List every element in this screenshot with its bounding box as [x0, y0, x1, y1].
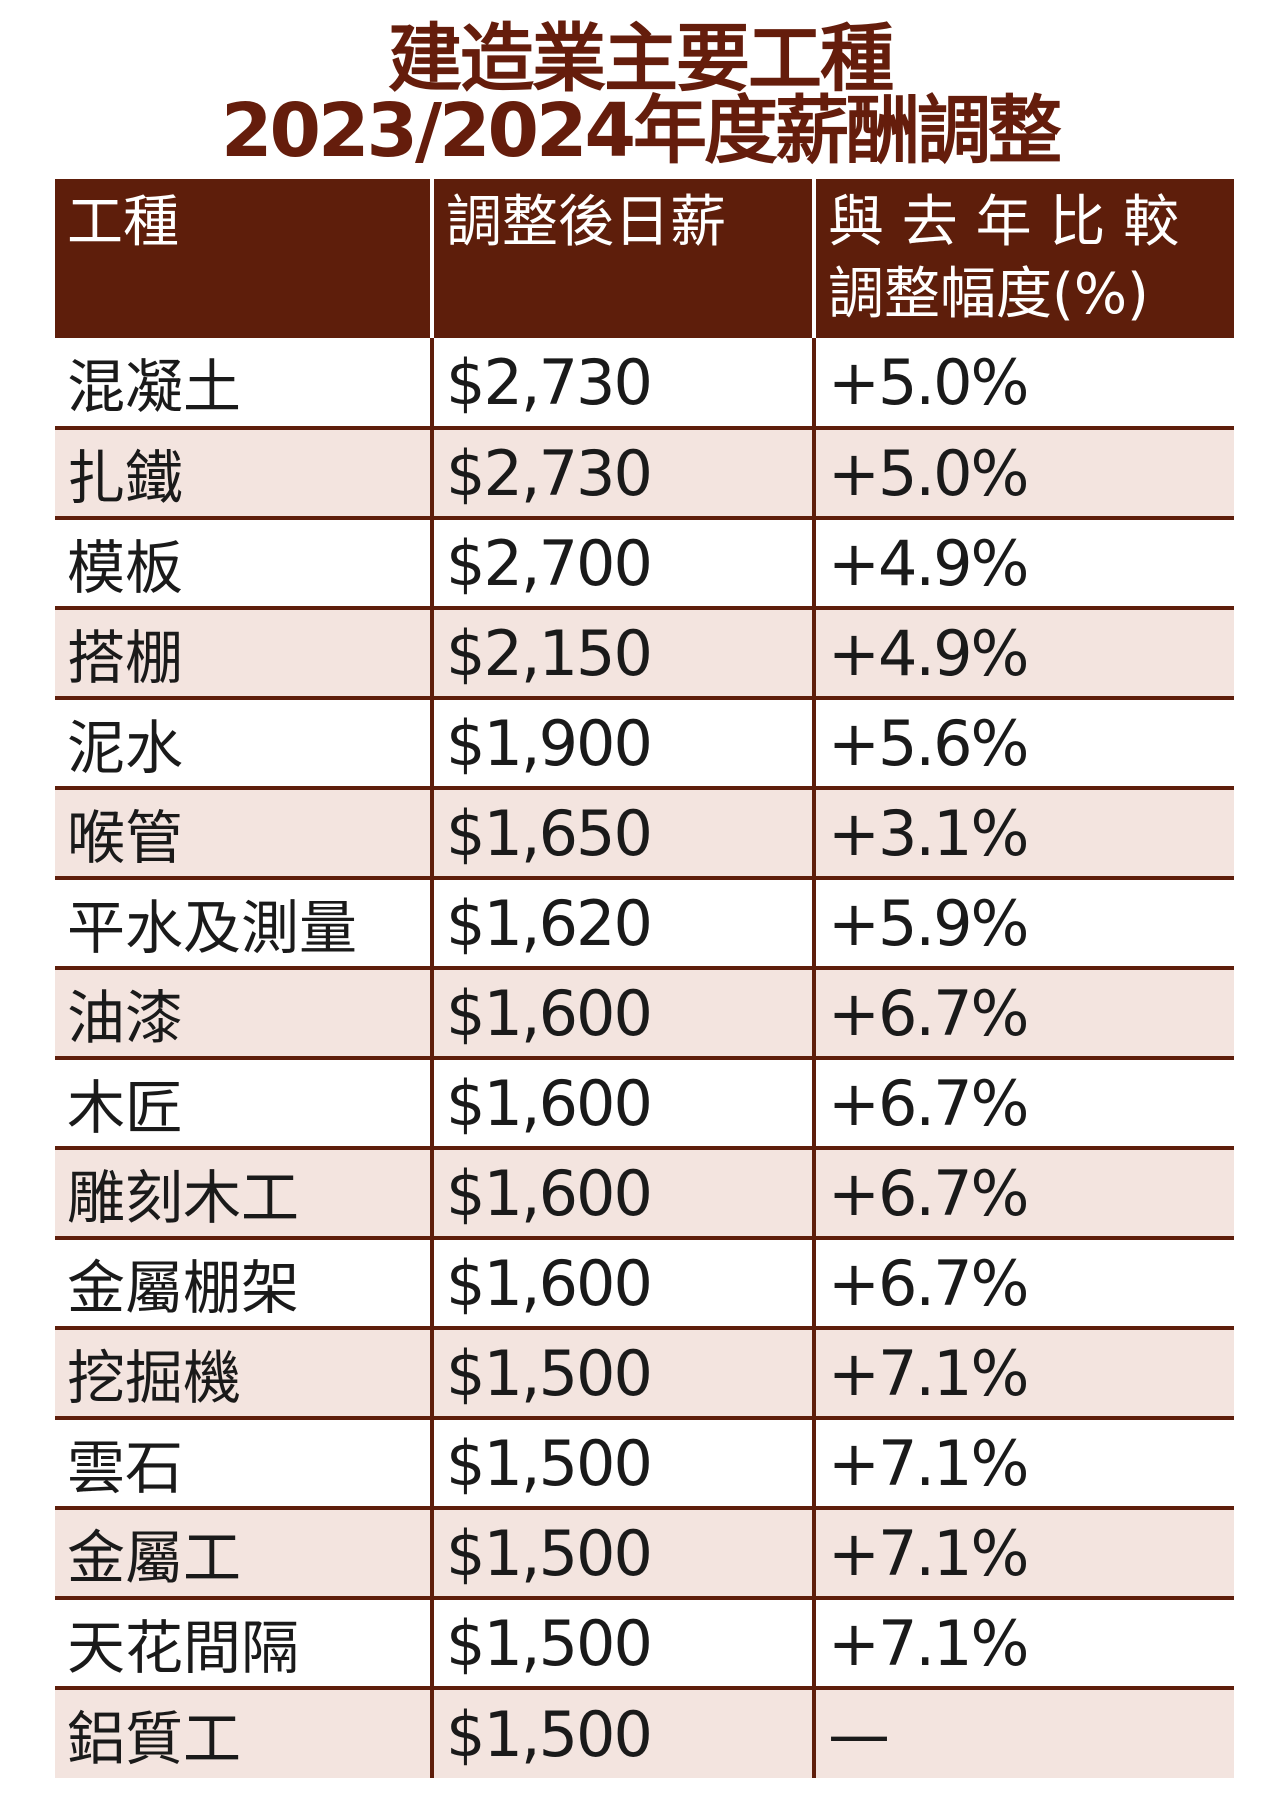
trade-cell: 挖掘機 [55, 1328, 432, 1420]
wage-cell: $1,600 [430, 968, 814, 1060]
title-line-2: 2023/2024年度薪酬調整 [221, 88, 1062, 174]
header-change-line1: 與 去 年 比 較 [828, 190, 1180, 255]
change-cell: +6.7% [812, 1058, 1234, 1150]
table-row: 扎鐵 $2,730 +5.0% [55, 428, 1234, 520]
trade-cell: 混凝土 [55, 338, 432, 430]
trade-cell: 雕刻木工 [55, 1148, 432, 1240]
wage-cell: $1,650 [430, 788, 814, 880]
table-row: 木匠 $1,600 +6.7% [55, 1058, 1234, 1150]
wage-table: 工種 調整後日薪 與 去 年 比 較 調整幅度(%) 混凝土 $2,730 +5.0… [55, 179, 1234, 1778]
change-cell: +5.9% [812, 878, 1234, 970]
trade-cell: 平水及測量 [55, 878, 432, 970]
change-cell: +4.9% [812, 608, 1234, 700]
change-cell: +7.1% [812, 1328, 1234, 1420]
table-row: 雲石 $1,500 +7.1% [55, 1418, 1234, 1510]
change-cell: — [812, 1688, 1234, 1778]
table-row: 平水及測量 $1,620 +5.9% [55, 878, 1234, 970]
trade-cell: 油漆 [55, 968, 432, 1060]
wage-cell: $1,500 [430, 1508, 814, 1600]
trade-cell: 搭棚 [55, 608, 432, 700]
table-row: 混凝土 $2,730 +5.0% [55, 338, 1234, 430]
wage-cell: $1,600 [430, 1238, 814, 1330]
table-row: 喉管 $1,650 +3.1% [55, 788, 1234, 880]
wage-cell: $2,150 [430, 608, 814, 700]
title-line-1: 建造業主要工種 [388, 16, 894, 102]
change-cell: +6.7% [812, 968, 1234, 1060]
wage-cell: $1,500 [430, 1598, 814, 1690]
table-row: 鋁質工 $1,500— [55, 1688, 1234, 1778]
table-row: 金屬棚架 $1,600 +6.7% [55, 1238, 1234, 1330]
wage-cell: $2,730 [430, 338, 814, 430]
wage-cell: $1,900 [430, 698, 814, 790]
change-cell: +7.1% [812, 1418, 1234, 1510]
trade-cell: 喉管 [55, 788, 432, 880]
header-daily-wage: 調整後日薪 [430, 179, 814, 338]
wage-cell: $1,500 [430, 1328, 814, 1420]
wage-cell: $1,500 [430, 1688, 814, 1778]
wage-cell: $1,500 [430, 1418, 814, 1510]
wage-cell: $1,600 [430, 1058, 814, 1150]
wage-cell: $1,600 [430, 1148, 814, 1240]
change-cell: +7.1% [812, 1598, 1234, 1690]
header-change: 與 去 年 比 較 調整幅度(%) [812, 179, 1234, 338]
trade-cell: 扎鐵 [55, 428, 432, 520]
wage-cell: $2,730 [430, 428, 814, 520]
table-row: 挖掘機 $1,500 +7.1% [55, 1328, 1234, 1420]
change-cell: +5.0% [812, 428, 1234, 520]
table-row: 天花間隔 $1,500 +7.1% [55, 1598, 1234, 1690]
table-row: 雕刻木工 $1,600 +6.7% [55, 1148, 1234, 1240]
trade-cell: 木匠 [55, 1058, 432, 1150]
trade-cell: 鋁質工 [55, 1688, 432, 1778]
trade-cell: 泥水 [55, 698, 432, 790]
table-row: 搭棚 $2,150 +4.9% [55, 608, 1234, 700]
change-cell: +6.7% [812, 1238, 1234, 1330]
table-row: 泥水 $1,900 +5.6% [55, 698, 1234, 790]
header-row: 工種 調整後日薪 與 去 年 比 較 調整幅度(%) [55, 179, 1234, 338]
trade-cell: 雲石 [55, 1418, 432, 1510]
wage-cell: $2,700 [430, 518, 814, 610]
change-cell: +5.0% [812, 338, 1234, 430]
trade-cell: 模板 [55, 518, 432, 610]
trade-cell: 天花間隔 [55, 1598, 432, 1690]
header-trade: 工種 [55, 179, 432, 338]
change-cell: +5.6% [812, 698, 1234, 790]
trade-cell: 金屬工 [55, 1508, 432, 1600]
table-row: 油漆 $1,600 +6.7% [55, 968, 1234, 1060]
change-cell: +6.7% [812, 1148, 1234, 1240]
wage-cell: $1,620 [430, 878, 814, 970]
header-change-line2: 調整幅度(%) [828, 262, 1149, 327]
change-cell: +3.1% [812, 788, 1234, 880]
table-row: 模板 $2,700 +4.9% [55, 518, 1234, 610]
table-row: 金屬工 $1,500 +7.1% [55, 1508, 1234, 1600]
change-cell: +7.1% [812, 1508, 1234, 1600]
change-cell: +4.9% [812, 518, 1234, 610]
trade-cell: 金屬棚架 [55, 1238, 432, 1330]
